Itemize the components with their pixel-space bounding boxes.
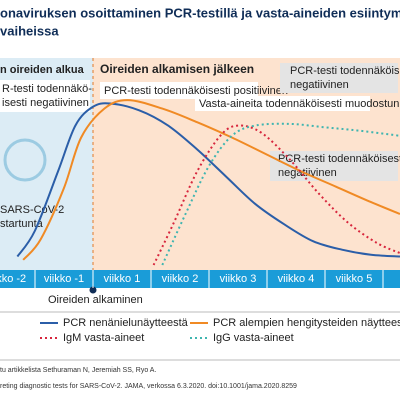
chart-title: vaiheissa (0, 23, 59, 38)
label-box (195, 96, 370, 111)
phase-label: Oireiden alkamisen jälkeen (100, 62, 254, 76)
week-bar (0, 270, 400, 288)
annotation: Vasta-aineita todennäköisesti muodostunu… (199, 98, 400, 110)
annotation: PCR-testi todennäköisesti (278, 153, 400, 165)
annotation: negatiivinen (278, 167, 337, 179)
annotation: startunta (0, 218, 44, 230)
week-label: viikko 4 (278, 273, 315, 285)
phase-label: n oireiden alkua (0, 64, 85, 76)
annotation: SARS-CoV-2 (0, 204, 64, 216)
source: reting diagnostic tests for SARS-CoV-2. … (0, 383, 297, 390)
annotation: Oireiden alkaminen (48, 294, 143, 306)
week-label: viikko 5 (336, 273, 373, 285)
line (22, 99, 400, 261)
annotation: isesti negatiivinen (2, 97, 89, 109)
annotation: negatiivinen (290, 79, 349, 91)
chart-title: onaviruksen osoittaminen PCR-testillä ja… (0, 5, 400, 20)
week-label: viikko 1 (104, 273, 141, 285)
week-label: viikko 3 (220, 273, 257, 285)
annotation: R-testi todennäkö- (2, 83, 92, 95)
source: tu artikkelista Sethuraman N, Jeremiah S… (0, 367, 156, 374)
week-label: viikko -2 (0, 273, 26, 285)
label-box (0, 80, 90, 112)
legend-label: PCR alempien hengitysteiden näytteestä (213, 317, 400, 329)
label-box (280, 63, 398, 93)
virus-icon (3, 138, 47, 182)
legend-label: PCR nenänielunäytteestä (63, 317, 189, 329)
annotation: PCR-testi todennäköisesti (290, 65, 400, 77)
line (16, 102, 400, 258)
annotation: PCR-testi todennäköisesti positiivinen (104, 85, 288, 97)
legend-label: IgM vasta-aineet (63, 332, 144, 344)
week-label: viikko -1 (44, 273, 84, 285)
week-label: viikko 2 (162, 273, 199, 285)
label-box (100, 82, 258, 99)
legend-label: IgG vasta-aineet (213, 332, 294, 344)
line (152, 124, 400, 266)
onset-dot (89, 286, 97, 294)
